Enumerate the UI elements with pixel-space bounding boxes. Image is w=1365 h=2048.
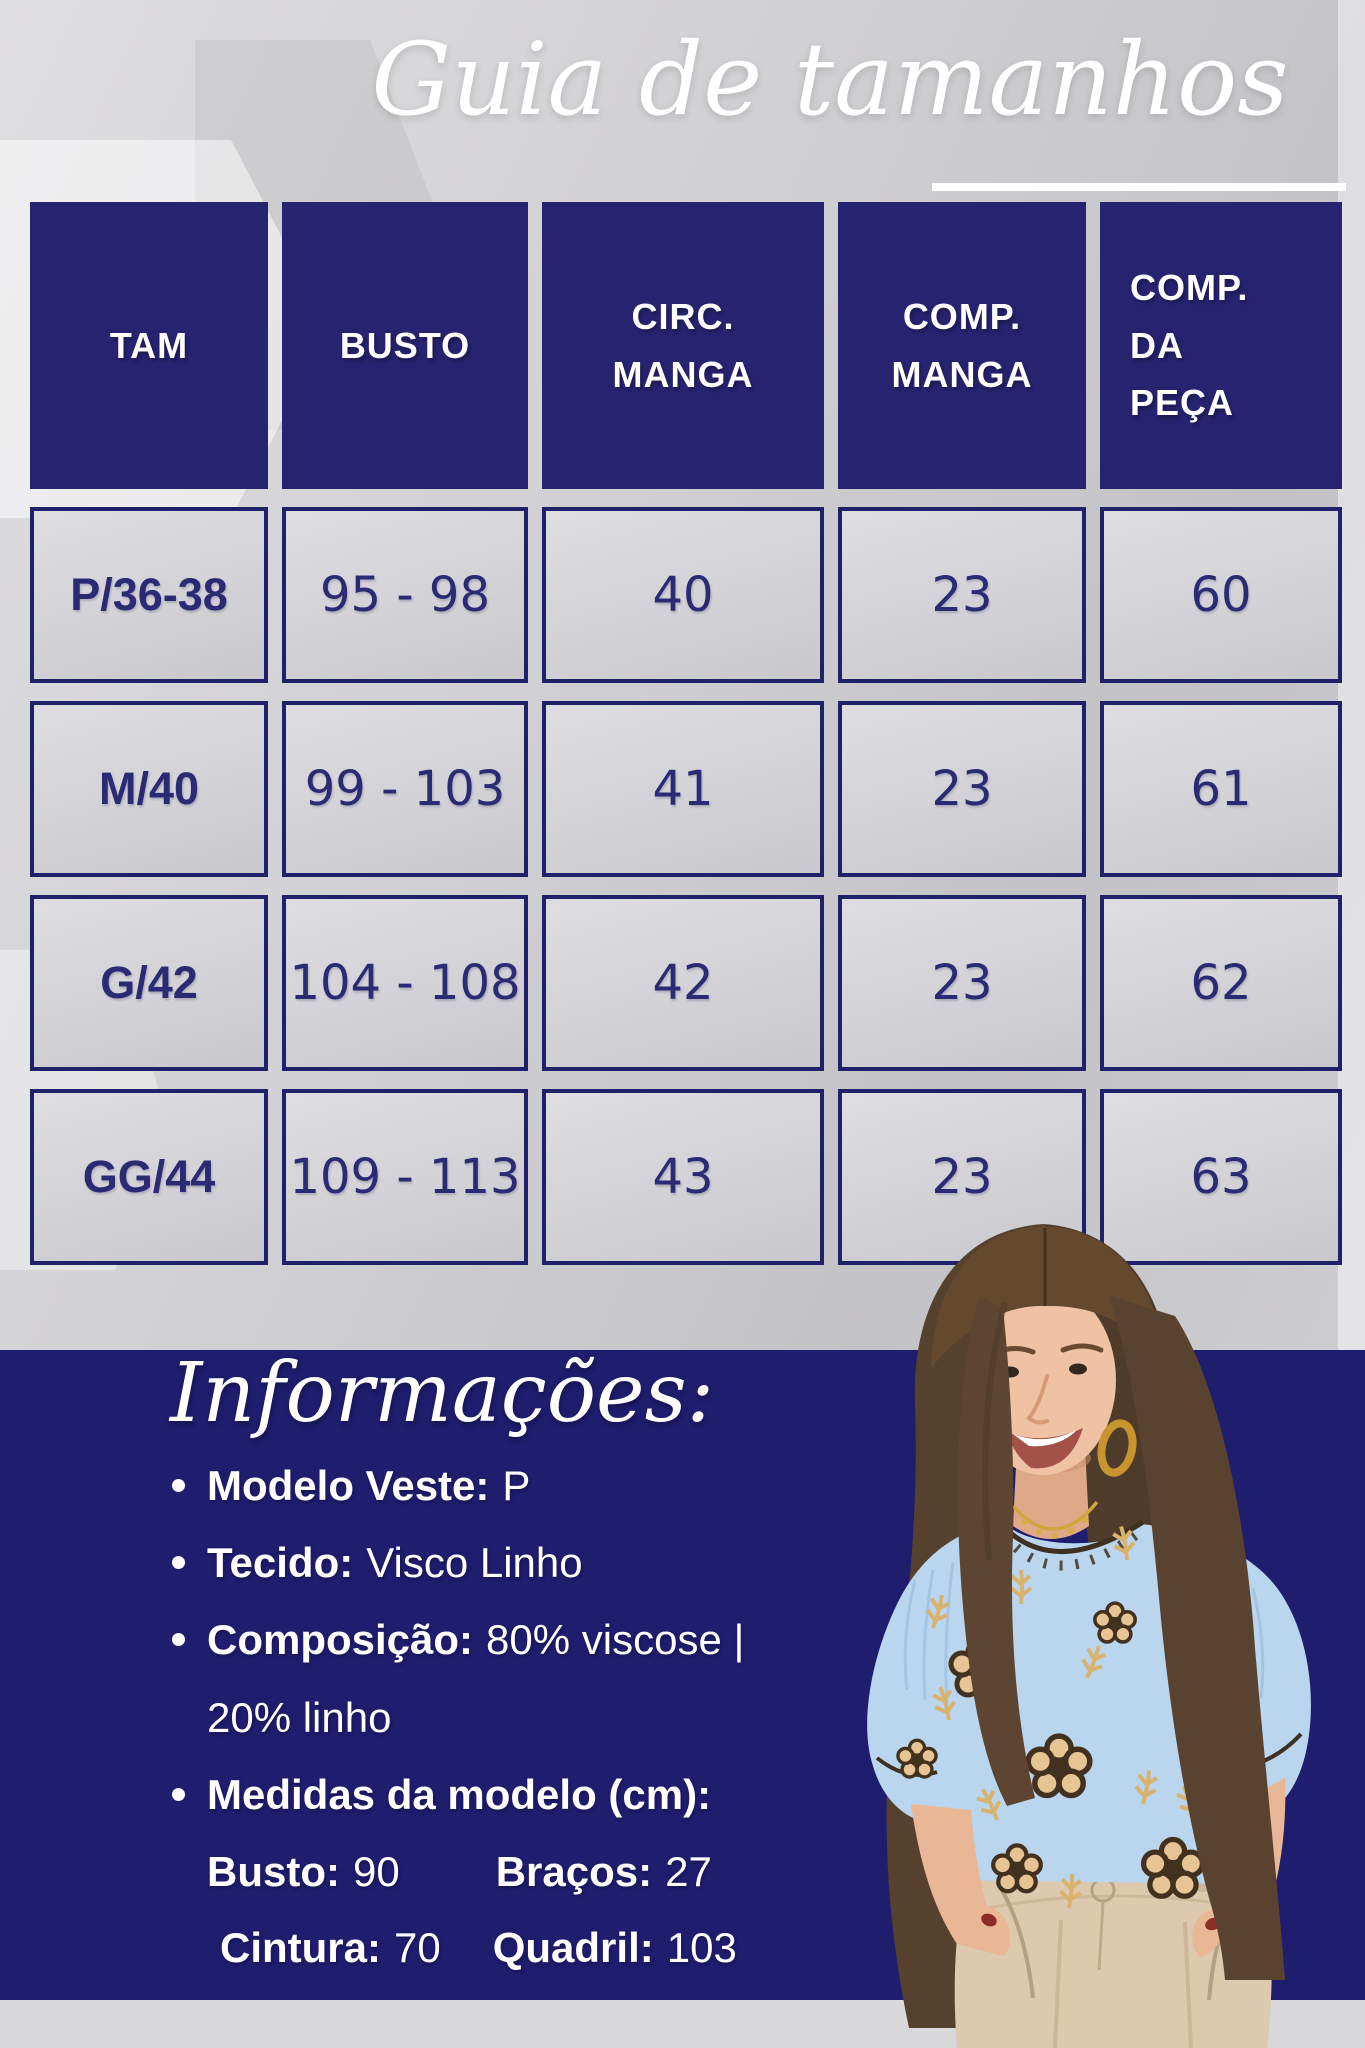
list-item-modelo-veste: Modelo Veste: P	[172, 1460, 772, 1511]
item-label: Composição:	[207, 1616, 474, 1664]
bullet-dot	[172, 1633, 185, 1647]
table-header-comp-peca: COMP. DA PEÇA	[1100, 202, 1342, 489]
item-value: Visco Linho	[366, 1539, 583, 1587]
bullet-dot	[172, 1479, 185, 1492]
spacer	[441, 1922, 493, 1973]
table-header-circ-manga: CIRC. MANGA	[542, 202, 824, 489]
measure-value: 90	[352, 1848, 400, 1896]
measure-row: Busto: 90 Braços: 27	[207, 1846, 772, 1897]
table-cell: 95 - 98	[282, 507, 528, 683]
table-cell-size: P/36-38	[30, 507, 268, 683]
measure-label: Quadril:	[492, 1924, 654, 1972]
info-title: Informações:	[170, 1346, 715, 1441]
right-light-band	[1338, 0, 1365, 1350]
measure-value: 27	[665, 1848, 712, 1896]
table-cell-size: G/42	[30, 895, 268, 1071]
item-label: Tecido:	[207, 1539, 354, 1587]
item-value: P	[502, 1462, 531, 1509]
table-cell: 23	[838, 895, 1086, 1071]
measure-label: Braços:	[495, 1848, 653, 1896]
page-title: Guia de tamanhos	[371, 21, 1289, 138]
table-cell-size: GG/44	[30, 1089, 268, 1265]
table-cell: 60	[1100, 507, 1342, 683]
header-label: COMP. MANGA	[891, 295, 1033, 395]
measure-value: 103	[666, 1924, 737, 1972]
table-header-comp-manga: COMP. MANGA	[838, 202, 1086, 489]
header-label: TAM	[109, 324, 189, 366]
list-item-composicao: Composição: 80% viscose |	[172, 1614, 772, 1665]
composicao-continuation: 20% linho	[207, 1693, 392, 1741]
table-cell: 41	[542, 701, 824, 877]
bullet-dot	[172, 1556, 185, 1570]
measure-label: Busto:	[207, 1848, 340, 1896]
spacer	[400, 1846, 496, 1897]
title-underline	[932, 183, 1346, 191]
table-cell: 104 - 108	[282, 895, 528, 1071]
measure-row: Cintura: 70 Quadril: 103	[220, 1922, 772, 1973]
table-cell: 43	[542, 1089, 824, 1265]
table-cell: 40	[542, 507, 824, 683]
table-cell: 109 - 113	[282, 1089, 528, 1265]
header-label: BUSTO	[339, 324, 471, 366]
header-label: CIRC. MANGA	[612, 295, 754, 395]
table-cell: 42	[542, 895, 824, 1071]
table-cell: 99 - 103	[282, 701, 528, 877]
table-cell: 61	[1100, 701, 1342, 877]
measure-value: 70	[394, 1924, 441, 1972]
table-cell: 62	[1100, 895, 1342, 1071]
bullet-dot	[172, 1787, 185, 1801]
table-cell-size: M/40	[30, 701, 268, 877]
header-label: COMP. DA PEÇA	[1130, 267, 1249, 424]
item-label: Medidas da modelo (cm):	[207, 1770, 712, 1818]
table-cell: 23	[838, 507, 1086, 683]
table-cell: 63	[1100, 1089, 1342, 1265]
measure-label: Cintura:	[220, 1924, 381, 1972]
model-measurements: Busto: 90 Braços: 27 Cintura: 70 Quadril…	[207, 1846, 772, 1973]
size-table: TAM BUSTO CIRC. MANGA COMP. MANGA COMP. …	[30, 202, 1342, 1265]
info-list: Modelo Veste: P Tecido: Visco Linho Comp…	[172, 1460, 772, 1999]
table-header-busto: BUSTO	[282, 202, 528, 489]
list-item-tecido: Tecido: Visco Linho	[172, 1537, 772, 1588]
table-header-tam: TAM	[30, 202, 268, 489]
list-item-medidas: Medidas da modelo (cm):	[172, 1769, 772, 1820]
item-value: 80% viscose |	[486, 1616, 745, 1664]
table-cell: 23	[838, 701, 1086, 877]
model-photo	[867, 1224, 1311, 2048]
item-label: Modelo Veste:	[207, 1462, 490, 1509]
